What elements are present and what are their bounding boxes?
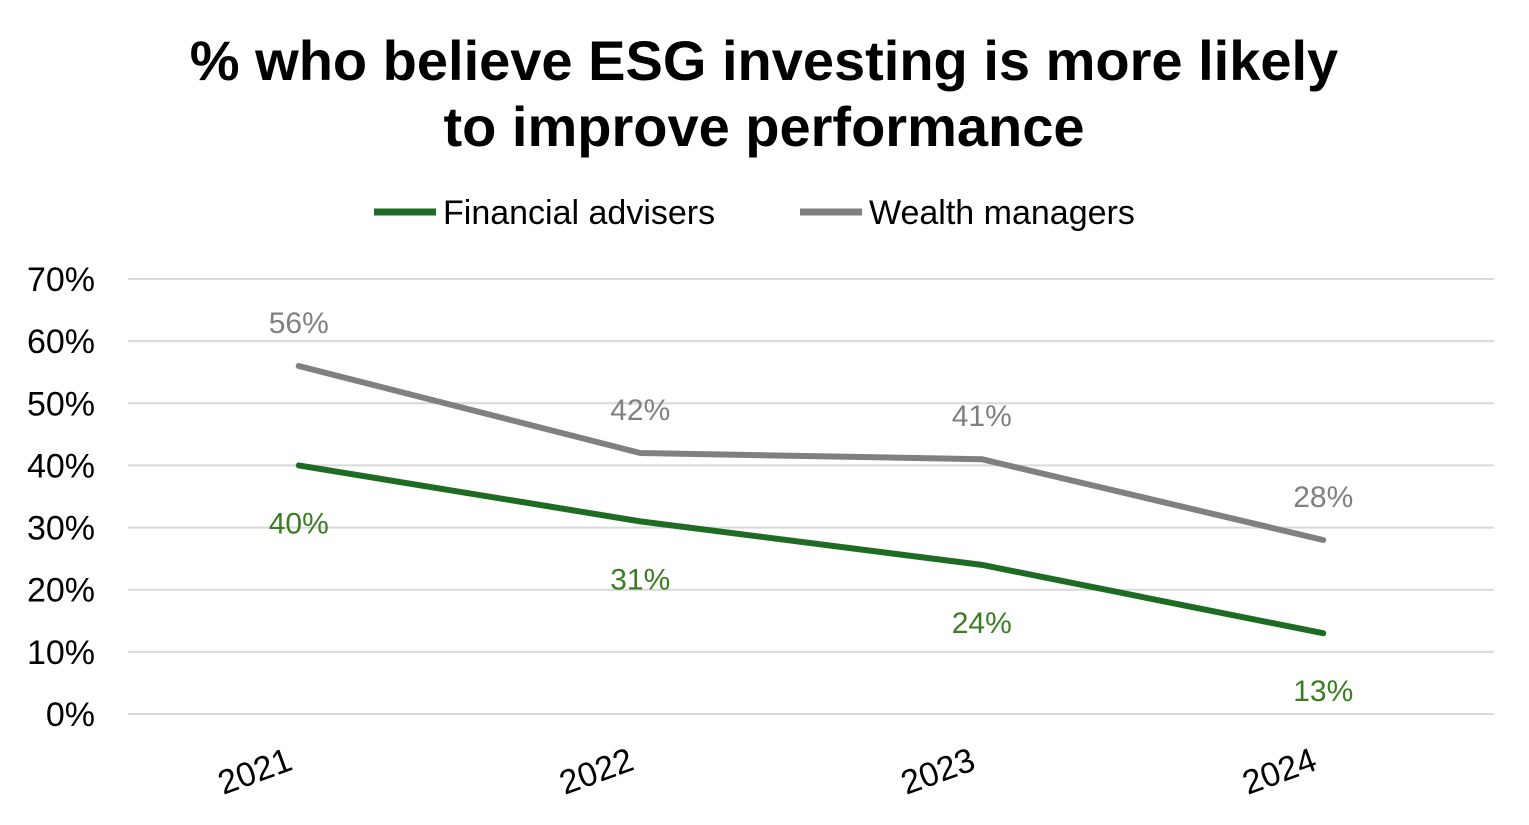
- y-tick-label: 20%: [27, 572, 95, 610]
- chart-title-line-1: % who believe ESG investing is more like…: [190, 29, 1338, 92]
- x-tick-label: 2022: [554, 741, 638, 803]
- data-label: 13%: [1293, 675, 1353, 708]
- y-tick-label: 10%: [27, 634, 95, 672]
- x-tick-label: 2023: [896, 741, 980, 803]
- series: [295, 363, 1327, 637]
- legend-label-financial-advisers: Financial advisers: [443, 194, 715, 232]
- data-label: 24%: [952, 607, 1012, 640]
- gridlines: [128, 278, 1494, 715]
- legend-label-wealth-managers: Wealth managers: [869, 194, 1135, 232]
- series-line-financial-advisers: [295, 462, 1327, 637]
- data-label: 56%: [269, 307, 329, 340]
- y-tick-label: 40%: [27, 447, 95, 485]
- y-tick-label: 50%: [27, 385, 95, 423]
- y-tick-label: 0%: [46, 696, 95, 734]
- data-label: 28%: [1293, 481, 1353, 514]
- data-label: 42%: [610, 394, 670, 427]
- data-label: 31%: [610, 563, 670, 596]
- y-tick-label: 60%: [27, 323, 95, 361]
- data-label: 41%: [952, 400, 1012, 433]
- y-tick-label: 30%: [27, 510, 95, 548]
- y-tick-label: 70%: [27, 261, 95, 299]
- chart-title-line-2: to improve performance: [443, 95, 1084, 158]
- x-tick-label: 2021: [213, 741, 297, 803]
- series-line-wealth-managers: [295, 363, 1327, 543]
- chart-title: % who believe ESG investing is more like…: [190, 29, 1338, 158]
- y-axis-ticks: 0% 10% 20% 30% 40% 50% 60% 70%: [27, 261, 95, 734]
- x-tick-label: 2024: [1237, 741, 1321, 803]
- x-axis-ticks: 2021 2022 2023 2024: [213, 741, 1322, 803]
- legend: Financial advisers Wealth managers: [374, 194, 1135, 232]
- data-label: 40%: [269, 507, 329, 540]
- data-labels: 40% 31% 24% 13% 56% 42% 41% 28%: [269, 307, 1354, 708]
